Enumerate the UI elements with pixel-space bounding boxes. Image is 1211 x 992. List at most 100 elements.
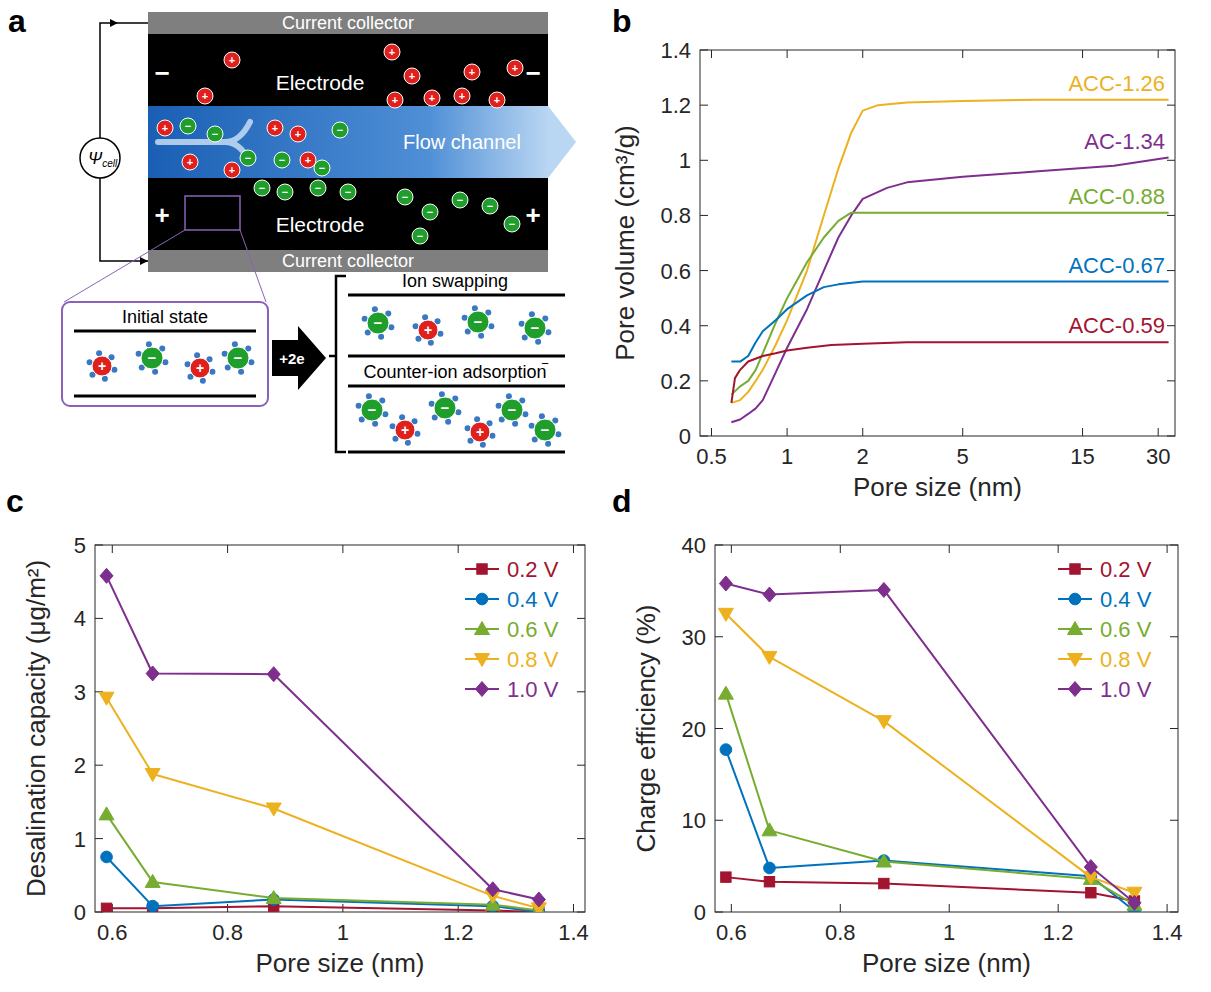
data-point	[721, 872, 731, 882]
plot-frame	[700, 50, 1175, 436]
x-tick-label: 1	[337, 920, 349, 945]
series-line	[107, 576, 539, 900]
solvation-shell	[96, 350, 102, 356]
y-tick-label: 0	[679, 424, 691, 449]
x-tick-label: 0.5	[696, 444, 727, 469]
ion-sign: +	[392, 94, 398, 106]
solvation-shell	[535, 339, 541, 345]
legend: 0.2 V0.4 V0.6 V0.8 V1.0 V	[465, 557, 559, 702]
y-tick	[577, 838, 585, 839]
solvation-shell	[439, 391, 445, 397]
y-tick	[577, 545, 585, 546]
x-tick	[573, 904, 574, 912]
solvation-shell	[378, 334, 384, 340]
x-tick-label: 1	[943, 920, 955, 945]
anion	[277, 184, 293, 200]
wire	[100, 23, 148, 138]
series-line	[726, 877, 1135, 901]
x-tick-label: 0.8	[825, 920, 856, 945]
data-point	[719, 576, 732, 591]
y-tick	[577, 618, 585, 619]
ion-sign: −	[374, 314, 383, 331]
data-area	[99, 568, 546, 912]
zoom-box	[185, 196, 240, 230]
data-point	[762, 651, 777, 664]
anion	[310, 180, 326, 196]
ion-sign: +	[187, 156, 193, 168]
legend-label: 0.4 V	[507, 587, 559, 612]
data-point	[764, 877, 774, 887]
data-point	[764, 862, 776, 874]
y-tick	[715, 728, 723, 729]
data-point	[876, 716, 891, 729]
y-tick	[700, 270, 708, 271]
electrode-sign: +	[525, 200, 540, 230]
y-tick	[1170, 545, 1178, 546]
data-point	[763, 587, 776, 602]
x-tick-label: 1	[781, 444, 793, 469]
x-tick	[787, 428, 788, 436]
series-line	[726, 614, 1135, 893]
y-axis-title: Desalination capacity (μg/m²)	[21, 560, 51, 897]
pore-wall	[348, 385, 565, 388]
ion-sign: −	[368, 401, 377, 418]
y-tick-label: 40	[682, 533, 706, 558]
ion-sign: −	[259, 182, 265, 194]
anion	[332, 122, 348, 138]
y-axis-title: Pore volume (cm³/g)	[610, 125, 640, 361]
solvation-shell	[539, 413, 545, 419]
ion-sign: −	[508, 401, 517, 418]
x-tick	[342, 545, 343, 553]
legend-label: 0.8 V	[507, 647, 559, 672]
anion	[361, 399, 383, 421]
y-tick	[577, 912, 585, 913]
x-tick	[1158, 50, 1159, 58]
series-line	[731, 213, 1168, 395]
solvation-shell	[232, 341, 238, 347]
ion-sign: +	[494, 94, 500, 106]
cation	[190, 358, 210, 378]
cation	[267, 120, 283, 136]
legend-marker	[475, 622, 490, 635]
cation	[404, 68, 420, 84]
x-axis-title: Pore size (nm)	[862, 948, 1031, 978]
legend-label: 0.2 V	[1100, 557, 1152, 582]
chart-panel: c0.60.811.21.4012345Pore size (nm)Desali…	[6, 483, 589, 978]
y-tick-label: 20	[682, 717, 706, 742]
charge-label: +2e	[279, 350, 304, 367]
cation	[454, 88, 470, 104]
ion-sign: +	[389, 46, 395, 58]
series-line	[731, 342, 1168, 403]
legend-marker	[477, 564, 487, 574]
ion-sign: +	[469, 66, 475, 78]
ion-sign: −	[474, 313, 483, 330]
data-point	[718, 686, 733, 699]
y-tick	[95, 545, 103, 546]
cation	[197, 88, 213, 104]
legend: 0.2 V0.4 V0.6 V0.8 V1.0 V	[1058, 557, 1152, 702]
y-tick-label: 0	[694, 900, 706, 925]
anion	[504, 216, 520, 232]
electrode-sign: +	[154, 200, 169, 230]
y-tick	[700, 160, 708, 161]
data-point	[145, 769, 160, 782]
y-tick	[700, 325, 708, 326]
y-tick	[1167, 50, 1175, 51]
solvation-shell	[474, 416, 480, 422]
ion-sign: −	[148, 349, 157, 366]
solvation-shell	[480, 442, 486, 448]
data-point	[876, 854, 891, 867]
y-tick	[715, 545, 723, 546]
y-tick	[700, 215, 708, 216]
legend-marker	[1068, 622, 1083, 635]
initial-state-box	[62, 302, 268, 406]
pore-wall	[348, 355, 565, 358]
data-point	[486, 882, 499, 897]
y-tick	[95, 618, 103, 619]
anion	[412, 228, 428, 244]
cation	[470, 422, 490, 442]
y-tick	[1167, 270, 1175, 271]
x-tick	[731, 545, 732, 553]
anion	[314, 160, 330, 176]
data-point	[718, 608, 733, 621]
